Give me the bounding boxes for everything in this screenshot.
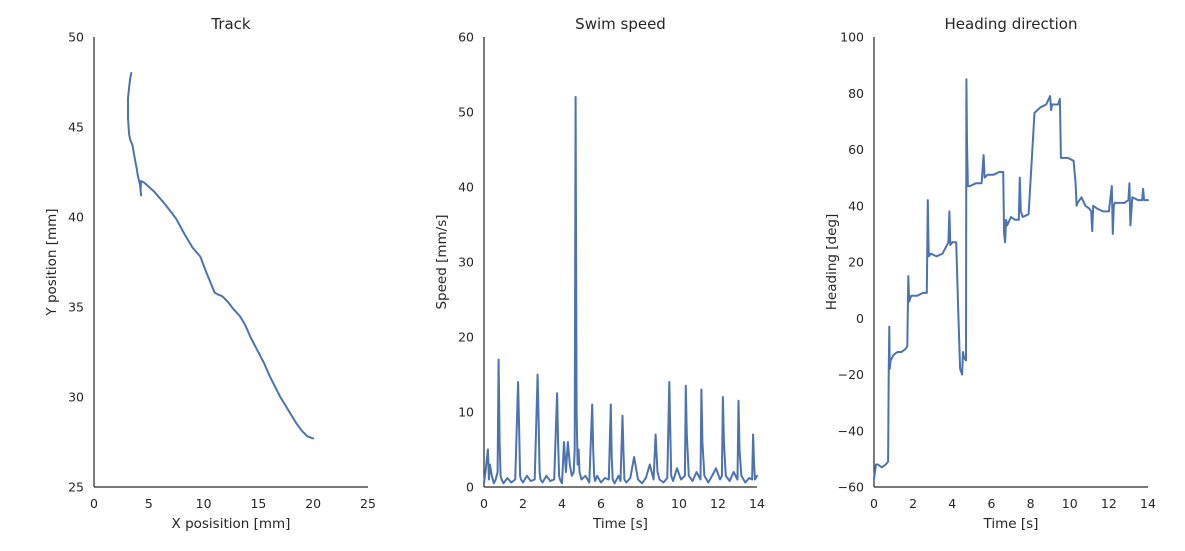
chart-panel-2: 0 2 4 6 8 10 12 14 0 10 20 30 40 50 60 Swim speed Time [… [434,15,765,532]
y-tick-label: 40 [848,198,864,213]
x-tick-label: 2 [519,496,527,511]
x-tick-label: 0 [870,496,878,511]
y-tick-label: −20 [838,367,864,382]
chart-panel-1: 0 5 10 15 20 25 25 30 35 40 45 50 Track X posisition … [44,15,376,532]
y-tick-label: 60 [458,30,474,45]
y-axis-label: Heading [deg] [824,214,840,310]
y-axis-label: Y position [mm] [44,208,60,316]
x-tick-label: 8 [1027,496,1035,511]
y-tick-label: 30 [458,255,474,270]
y-tick-label: 0 [856,311,864,326]
x-tick-label: 10 [671,496,687,511]
x-tick-label: 0 [90,496,98,511]
x-axis-label: Time [s] [983,516,1039,532]
x-tick-label: 8 [636,496,644,511]
x-tick-label: 4 [948,496,956,511]
y-tick-label: 25 [68,480,84,495]
x-tick-label: 12 [710,496,726,511]
y-tick-label: 30 [68,390,84,405]
x-tick-label: 14 [749,496,765,511]
x-tick-label: 2 [909,496,917,511]
x-tick-label: 10 [196,496,212,511]
y-tick-label: 50 [458,105,474,120]
y-tick-label: 50 [68,30,84,45]
x-axis-label: X posisition [mm] [172,516,291,532]
series-line [873,78,1149,480]
x-tick-label: 6 [987,496,995,511]
y-tick-label: 20 [458,330,474,345]
y-tick-label: −60 [838,480,864,495]
y-tick-label: 35 [68,300,84,315]
chart-panel-3: 0 2 4 6 8 10 12 14 −60 −40 −20 0 20 40 60 80 100 Heading … [824,15,1156,532]
x-tick-label: 0 [480,496,488,511]
y-tick-label: 20 [848,255,864,270]
y-tick-label: 40 [68,210,84,225]
chart-title: Swim speed [575,15,666,33]
x-tick-label: 6 [597,496,605,511]
chart-title: Track [210,15,251,33]
x-tick-label: 25 [360,496,376,511]
y-tick-label: 10 [458,405,474,420]
y-tick-label: −40 [838,423,864,438]
series-line [483,96,758,485]
x-tick-label: 20 [305,496,321,511]
x-tick-label: 5 [145,496,153,511]
y-tick-label: 0 [466,480,474,495]
y-tick-label: 80 [848,86,864,101]
x-tick-label: 10 [1062,496,1078,511]
y-axis-label: Speed [mm/s] [434,214,450,309]
y-tick-label: 45 [68,120,84,135]
x-tick-label: 4 [558,496,566,511]
y-tick-label: 60 [848,142,864,157]
series-line [127,72,315,440]
x-axis-label: Time [s] [592,516,648,532]
chart-title: Heading direction [945,15,1078,33]
y-tick-label: 100 [840,30,864,45]
x-tick-label: 15 [250,496,266,511]
x-tick-label: 12 [1101,496,1117,511]
x-tick-label: 14 [1140,496,1156,511]
y-tick-label: 40 [458,180,474,195]
